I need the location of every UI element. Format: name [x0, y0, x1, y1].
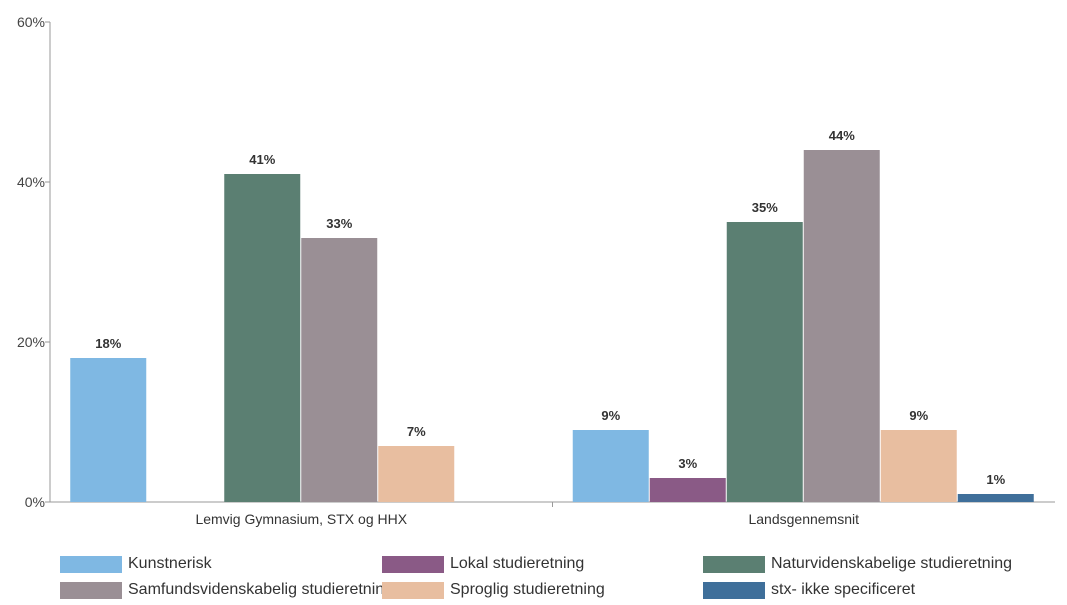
legend-label: Lokal studieretning: [450, 555, 585, 572]
y-tick-label: 40%: [17, 174, 45, 190]
legend-swatch: [382, 555, 444, 573]
legend-label: stx- ikke specificeret: [771, 581, 916, 598]
y-tick-label: 0%: [25, 494, 45, 510]
x-category-label: Lemvig Gymnasium, STX og HHX: [195, 511, 407, 527]
data-label: 7%: [407, 424, 426, 439]
data-label: 33%: [326, 216, 352, 231]
data-label: 9%: [909, 408, 928, 423]
bar: [880, 430, 957, 502]
bar: [224, 174, 301, 502]
chart-bars: [70, 150, 1034, 502]
data-label: 41%: [249, 152, 275, 167]
data-label: 1%: [986, 472, 1005, 487]
legend-swatch: [703, 581, 765, 599]
legend-label: Kunstnerisk: [128, 555, 212, 572]
chart-legend: Kunstnerisk Lokal studieretning Naturviden…: [60, 555, 1060, 605]
bar: [301, 238, 378, 502]
legend-label: Naturvidenskabelige studieretning: [771, 555, 1013, 572]
bar: [803, 150, 880, 502]
bar: [726, 222, 803, 502]
legend-item: Naturvidenskabelige studieretning: [703, 555, 1012, 573]
bar-chart: 0% 20% 40% 60% Lemvig Gymnasium, STX og HHX L…: [17, 14, 1055, 527]
data-label: 44%: [829, 128, 855, 143]
legend-swatch: [703, 555, 765, 573]
y-tick-label: 20%: [17, 334, 45, 350]
chart-data-labels: 18% 41% 33% 7% 9% 3% 35% 44% 9% 1%: [95, 128, 1005, 487]
legend-item: stx- ikke specificeret: [703, 581, 915, 599]
bar: [957, 494, 1034, 502]
legend-label: Samfundsvidenskabelig studieretning: [128, 581, 394, 598]
bar: [378, 446, 455, 502]
data-label: 18%: [95, 336, 121, 351]
legend-swatch: [60, 581, 122, 599]
x-category-label: Landsgennemsnit: [748, 511, 859, 527]
legend-item: Sproglig studieretning: [382, 581, 605, 599]
data-label: 3%: [678, 456, 697, 471]
legend-swatch: [60, 555, 122, 573]
legend-label: Sproglig studieretning: [450, 581, 605, 598]
legend-item: Lokal studieretning: [382, 555, 584, 573]
bar: [572, 430, 649, 502]
chart-axes: 0% 20% 40% 60% Lemvig Gymnasium, STX og HHX L…: [17, 14, 1055, 527]
data-label: 9%: [601, 408, 620, 423]
data-label: 35%: [752, 200, 778, 215]
bar: [649, 478, 726, 502]
legend-item: Samfundsvidenskabelig studieretning: [60, 581, 393, 599]
y-tick-label: 60%: [17, 14, 45, 30]
legend-item: Kunstnerisk: [60, 555, 212, 573]
legend-swatch: [382, 581, 444, 599]
bar: [70, 358, 147, 502]
